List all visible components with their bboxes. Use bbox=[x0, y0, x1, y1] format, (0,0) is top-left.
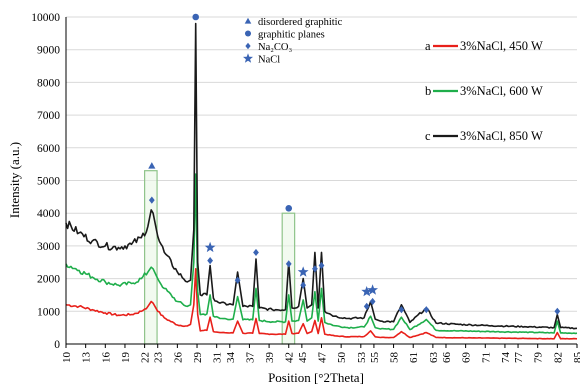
x-tick-label: 13 bbox=[81, 352, 93, 364]
phase-legend-label: disordered graphitic bbox=[258, 17, 343, 28]
x-tick-label: 23 bbox=[153, 352, 165, 364]
y-tick-label: 5000 bbox=[37, 176, 60, 188]
diamond-marker bbox=[253, 248, 259, 257]
x-tick-label: 58 bbox=[389, 352, 401, 364]
x-tick-label: 50 bbox=[336, 352, 348, 364]
x-tick-label: 85 bbox=[572, 352, 580, 364]
x-tick-label: 10 bbox=[61, 352, 73, 364]
x-tick-label: 45 bbox=[297, 352, 309, 364]
x-tick-label: 31 bbox=[212, 352, 224, 363]
x-tick-label: 79 bbox=[533, 352, 545, 364]
highlight-region bbox=[144, 170, 158, 345]
diamond-marker bbox=[207, 257, 214, 265]
x-tick-label: 77 bbox=[513, 352, 525, 364]
series-line bbox=[65, 22, 578, 330]
x-tick-label: 66 bbox=[441, 352, 453, 364]
x-tick-label: 55 bbox=[369, 352, 381, 364]
x-tick-label: 42 bbox=[284, 352, 296, 363]
x-tick-label: 61 bbox=[408, 352, 420, 363]
star-marker bbox=[361, 286, 373, 297]
star-marker bbox=[204, 241, 216, 253]
x-tick-label: 69 bbox=[461, 352, 473, 364]
series-legend-label: 3%NaCl, 600 W bbox=[460, 84, 543, 98]
phase-legend-label: graphitic planes bbox=[258, 30, 325, 41]
series-legend-letter: c bbox=[425, 129, 431, 143]
y-tick-label: 4000 bbox=[37, 208, 60, 220]
y-tick-label: 3000 bbox=[37, 241, 60, 253]
circle-marker bbox=[285, 204, 293, 212]
series-line bbox=[65, 268, 578, 340]
diamond-marker bbox=[245, 42, 251, 50]
diamond-marker bbox=[369, 297, 376, 306]
y-tick-label: 1000 bbox=[37, 306, 60, 318]
diamond-marker bbox=[423, 306, 430, 314]
triangle-marker bbox=[148, 162, 156, 169]
x-tick-label: 82 bbox=[552, 352, 564, 363]
x-tick-label: 63 bbox=[428, 352, 440, 364]
diamond-marker bbox=[398, 306, 405, 314]
y-tick-label: 9000 bbox=[37, 45, 60, 57]
star-marker bbox=[297, 266, 309, 277]
diamond-marker bbox=[148, 196, 155, 204]
legend: disordered graphitic graphitic planesNa₂C… bbox=[243, 17, 543, 143]
star-marker bbox=[367, 284, 378, 295]
series-line bbox=[65, 173, 578, 335]
phase-legend-label: Na₂CO₃ bbox=[258, 42, 292, 53]
y-axis-title: Intensity (a.u.) bbox=[7, 142, 22, 218]
x-tick-label: 16 bbox=[100, 352, 112, 364]
y-tick-label: 8000 bbox=[37, 77, 60, 89]
x-tick-label: 74 bbox=[500, 352, 512, 364]
circle-marker bbox=[244, 30, 252, 37]
x-tick-label: 39 bbox=[264, 352, 276, 364]
series-legend-label: 3%NaCl, 450 W bbox=[460, 39, 543, 53]
series-lines bbox=[65, 22, 578, 340]
x-tick-label: 71 bbox=[480, 352, 492, 363]
phase-legend-label: NaCl bbox=[258, 55, 280, 66]
y-tick-label: 10000 bbox=[31, 12, 60, 24]
x-tick-label: 22 bbox=[140, 352, 152, 363]
series-legend-label: 3%NaCl, 850 W bbox=[460, 129, 543, 143]
y-tick-label: 7000 bbox=[37, 110, 60, 122]
triangle-marker bbox=[244, 17, 252, 24]
y-tick-label: 2000 bbox=[37, 274, 60, 286]
diamond-marker bbox=[554, 307, 561, 315]
x-tick-label: 37 bbox=[244, 352, 256, 364]
x-tick-label: 26 bbox=[172, 352, 184, 364]
diamond-marker bbox=[234, 276, 241, 284]
diamond-marker bbox=[318, 261, 325, 270]
x-axis-title: Position [°2Theta] bbox=[268, 370, 364, 385]
x-tick-label: 29 bbox=[192, 352, 204, 364]
y-tick-label: 6000 bbox=[37, 143, 60, 155]
circle-marker bbox=[192, 13, 200, 21]
x-tick-label: 19 bbox=[120, 352, 132, 364]
star-marker bbox=[243, 53, 253, 63]
diamond-marker bbox=[300, 281, 307, 289]
diamond-marker bbox=[363, 302, 370, 310]
y-tick-label: 0 bbox=[54, 339, 60, 351]
series-legend-letter: a bbox=[425, 39, 431, 53]
series-legend-letter: b bbox=[425, 84, 431, 98]
x-tick-label: 34 bbox=[225, 352, 237, 364]
diamond-marker bbox=[285, 260, 292, 268]
x-tick-label: 47 bbox=[317, 352, 329, 364]
axes: 0 1000 2000 3000 4000 5000 6000 7000 8000 9000 100… bbox=[31, 12, 580, 363]
x-tick-label: 53 bbox=[356, 352, 368, 364]
phase-markers bbox=[148, 13, 561, 315]
diamond-marker bbox=[312, 265, 318, 273]
